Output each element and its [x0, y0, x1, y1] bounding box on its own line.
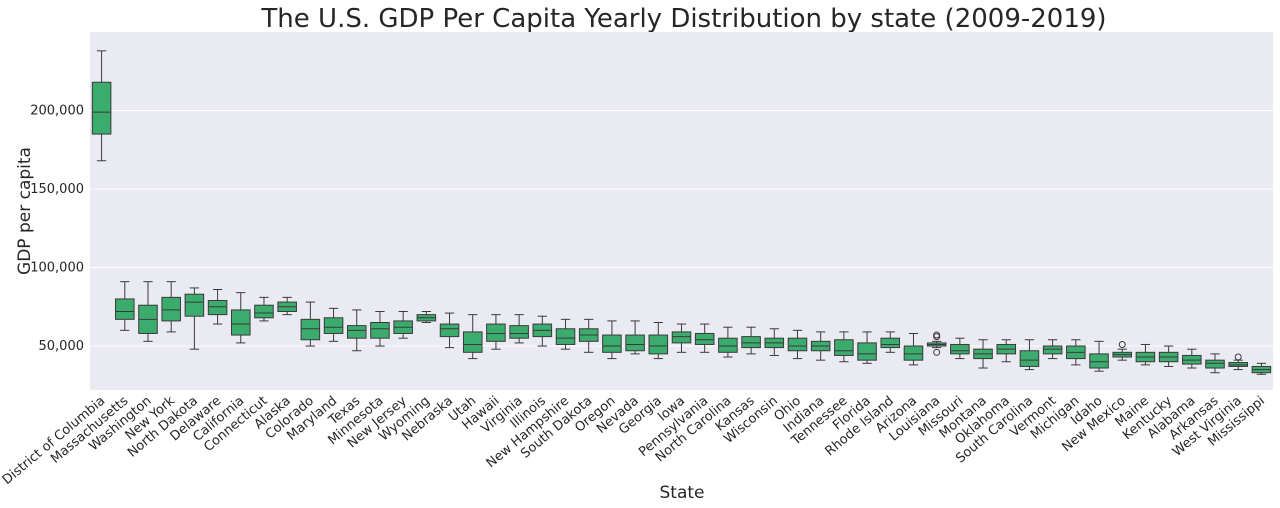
iqr-box — [161, 296, 181, 322]
box-nevada — [625, 320, 645, 355]
box-maryland — [323, 307, 344, 342]
box-new-york — [161, 281, 181, 333]
box-new-jersey — [393, 310, 413, 339]
box-oklahoma — [996, 339, 1017, 363]
box-north-carolina — [718, 326, 738, 358]
iqr-box — [462, 331, 483, 353]
box-west-virginia — [1228, 353, 1248, 371]
box-pennsylvania — [694, 323, 715, 353]
iqr-box — [834, 339, 854, 356]
iqr-box — [207, 300, 228, 316]
box-illinois — [532, 315, 553, 347]
box-georgia — [648, 321, 669, 360]
box-washington — [138, 281, 158, 342]
box-missouri — [950, 337, 970, 360]
iqr-box — [741, 336, 761, 349]
iqr-box — [1019, 350, 1040, 367]
box-iowa — [671, 323, 692, 353]
iqr-box — [694, 332, 715, 345]
iqr-box — [950, 343, 970, 355]
outlier-point — [1118, 340, 1126, 348]
box-kansas — [741, 326, 761, 355]
chart-title: The U.S. GDP Per Capita Yearly Distribut… — [260, 4, 1106, 34]
outlier-point — [1234, 353, 1242, 361]
y-axis-ticks: 50,000 100,000 150,000 200,000 — [30, 104, 84, 355]
x-axis-ticks: District of ColumbiaMassachusettsWashing… — [0, 393, 1268, 488]
iqr-box — [903, 345, 924, 361]
box-vermont — [1042, 339, 1063, 360]
box-montana — [973, 339, 993, 369]
y-tick-label: 50,000 — [39, 339, 85, 354]
iqr-box — [439, 323, 460, 338]
box-kentucky — [1158, 345, 1179, 367]
box-district-of-columbia — [91, 50, 112, 162]
iqr-box — [787, 337, 808, 352]
x-axis-title: State — [660, 483, 705, 503]
iqr-box — [718, 337, 738, 353]
box-south-dakota — [578, 318, 599, 353]
iqr-box — [1205, 359, 1225, 369]
iqr-box — [1042, 345, 1063, 355]
y-tick-label: 100,000 — [30, 261, 84, 276]
iqr-box — [880, 337, 901, 349]
box-idaho — [1089, 340, 1109, 372]
iqr-box — [184, 293, 205, 317]
box-north-dakota — [184, 287, 205, 350]
iqr-box — [370, 321, 390, 339]
box-south-carolina — [1019, 339, 1040, 371]
box-tennessee — [834, 331, 854, 363]
iqr-box — [300, 318, 321, 341]
box-ohio — [787, 329, 808, 360]
outlier-point — [933, 331, 941, 339]
box-new-mexico — [1112, 340, 1133, 361]
box-mississippi — [1251, 362, 1272, 375]
iqr-box — [602, 334, 622, 353]
box-connecticut — [254, 296, 274, 322]
box-louisiana — [926, 331, 947, 356]
box-wisconsin — [764, 328, 785, 356]
iqr-box — [323, 317, 344, 334]
outlier-point — [933, 348, 941, 356]
iqr-box — [671, 331, 692, 344]
iqr-box — [486, 323, 506, 342]
box-florida — [857, 331, 877, 364]
box-virginia — [509, 314, 529, 344]
y-tick-label: 200,000 — [30, 104, 84, 119]
box-alabama — [1182, 348, 1202, 369]
box-alaska — [277, 296, 297, 316]
iqr-box — [230, 309, 251, 336]
iqr-box — [648, 334, 669, 355]
iqr-box — [346, 325, 367, 339]
box-series — [91, 50, 1272, 375]
iqr-box — [91, 81, 112, 135]
box-arkansas — [1205, 353, 1225, 374]
box-massachusetts — [115, 281, 135, 331]
box-texas — [346, 309, 367, 352]
box-hawaii — [486, 314, 506, 350]
iqr-box — [555, 328, 576, 345]
iqr-box — [857, 342, 877, 361]
box-minnesota — [370, 310, 390, 347]
box-california — [230, 292, 251, 344]
box-utah — [462, 314, 483, 360]
box-maine — [1135, 343, 1156, 366]
box-indiana — [810, 331, 831, 361]
y-axis-title: GDP per capita — [15, 147, 35, 275]
y-tick-label: 150,000 — [30, 182, 84, 197]
box-nebraska — [439, 312, 460, 349]
box-arizona — [903, 332, 924, 366]
box-rhode-island — [880, 331, 901, 353]
box-colorado — [300, 301, 321, 347]
box-delaware — [207, 289, 228, 325]
iqr-box — [509, 325, 529, 339]
iqr-box — [1089, 353, 1109, 369]
box-michigan — [1066, 339, 1086, 366]
box-oregon — [602, 320, 622, 360]
box-wyoming — [416, 310, 437, 323]
iqr-box — [254, 304, 274, 319]
iqr-box — [625, 334, 645, 352]
box-new-hampshire — [555, 318, 576, 350]
iqr-box — [115, 298, 135, 320]
